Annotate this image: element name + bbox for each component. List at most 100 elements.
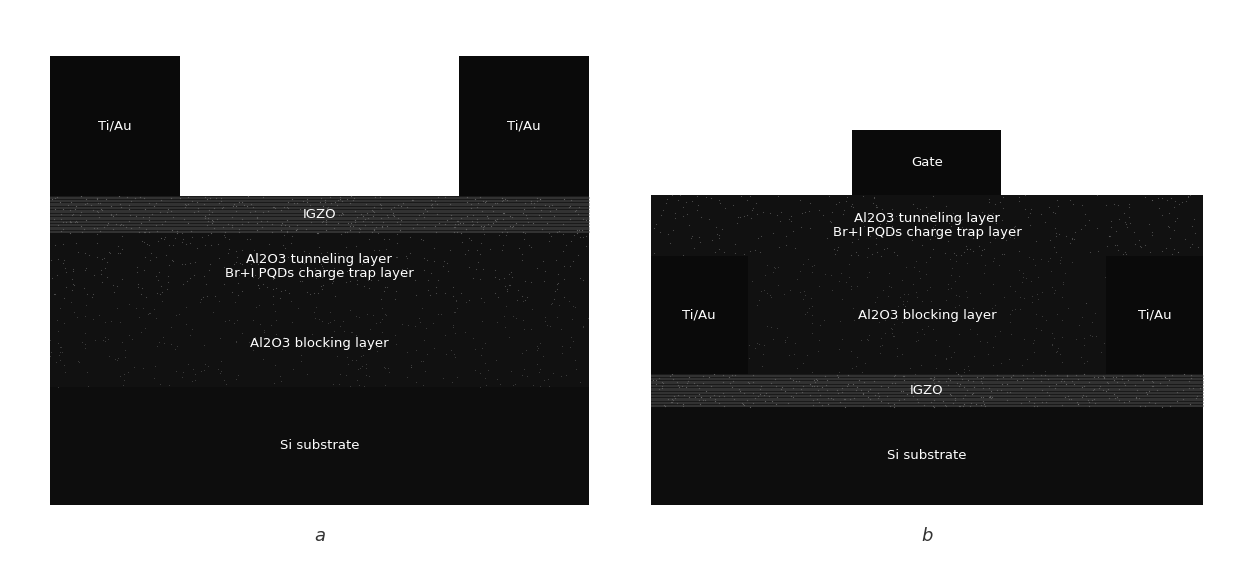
Point: [769, 280, 789, 289]
Point: [554, 274, 574, 283]
Point: [115, 352, 135, 361]
Point: [802, 310, 822, 319]
Point: [1120, 287, 1140, 296]
Point: [270, 371, 290, 380]
Point: [1084, 395, 1104, 404]
Point: [1099, 361, 1118, 370]
Point: [278, 252, 298, 261]
Point: [821, 393, 841, 402]
Point: [316, 219, 336, 228]
Point: [1118, 213, 1138, 222]
Point: [337, 352, 357, 361]
Point: [817, 386, 837, 395]
Point: [1152, 194, 1172, 203]
Point: [320, 308, 340, 317]
Point: [1011, 293, 1030, 302]
Point: [1156, 350, 1176, 358]
Point: [291, 357, 311, 366]
Point: [53, 240, 73, 249]
Point: [1173, 394, 1193, 403]
Point: [790, 196, 810, 205]
Point: [443, 320, 463, 329]
Point: [965, 382, 985, 391]
Point: [808, 347, 828, 356]
Point: [352, 362, 372, 371]
Point: [853, 378, 873, 387]
Point: [414, 213, 434, 222]
Point: [63, 265, 83, 274]
Point: [422, 203, 441, 211]
Point: [330, 195, 350, 204]
Point: [77, 194, 97, 203]
Point: [1133, 375, 1153, 384]
Point: [506, 218, 526, 227]
Point: [215, 316, 234, 325]
Point: [1007, 375, 1027, 384]
Point: [893, 300, 913, 309]
Point: [753, 362, 773, 371]
Point: [693, 379, 713, 388]
Point: [1178, 270, 1198, 279]
Point: [94, 223, 114, 232]
Point: [1052, 332, 1071, 341]
Point: [981, 393, 1001, 402]
Point: [782, 226, 802, 235]
Point: [1035, 371, 1055, 380]
Point: [232, 214, 252, 223]
Point: [56, 217, 76, 226]
Point: [315, 197, 335, 206]
Point: [474, 298, 494, 307]
Point: [743, 388, 763, 397]
Point: [701, 194, 720, 203]
Point: [340, 381, 360, 390]
Point: [316, 247, 336, 256]
Point: [362, 275, 382, 284]
Point: [924, 402, 944, 411]
Point: [86, 335, 105, 344]
Point: [1012, 383, 1032, 392]
Point: [877, 228, 897, 237]
Point: [377, 282, 397, 291]
Point: [68, 248, 88, 257]
Point: [1022, 298, 1042, 307]
Point: [551, 372, 570, 381]
Point: [233, 260, 253, 269]
Point: [982, 304, 1002, 312]
Point: [549, 227, 569, 236]
Point: [131, 289, 151, 298]
Point: [124, 363, 144, 372]
Point: [923, 245, 942, 254]
Point: [893, 216, 913, 225]
Point: [1136, 297, 1156, 306]
Point: [1180, 370, 1200, 379]
Point: [1115, 380, 1135, 389]
Point: [972, 376, 992, 385]
Point: [453, 219, 472, 228]
Point: [1004, 234, 1024, 243]
Point: [1053, 277, 1073, 286]
Point: [76, 329, 95, 338]
Point: [843, 304, 863, 312]
Point: [937, 373, 957, 382]
Point: [445, 307, 465, 316]
Point: [327, 201, 347, 210]
Point: [176, 240, 196, 249]
Point: [444, 282, 464, 291]
Point: [149, 338, 169, 347]
Point: [687, 205, 707, 214]
Point: [527, 197, 547, 206]
Point: [873, 286, 893, 295]
Point: [983, 280, 1003, 289]
Point: [1053, 292, 1073, 301]
Point: [324, 276, 343, 285]
Point: [415, 204, 435, 213]
Point: [1047, 310, 1066, 319]
Point: [131, 218, 151, 227]
Point: [862, 249, 882, 258]
Point: [887, 344, 906, 353]
Point: [102, 209, 122, 218]
Point: [66, 217, 86, 226]
Point: [1152, 247, 1172, 256]
Point: [379, 367, 399, 376]
Point: [1106, 373, 1126, 381]
